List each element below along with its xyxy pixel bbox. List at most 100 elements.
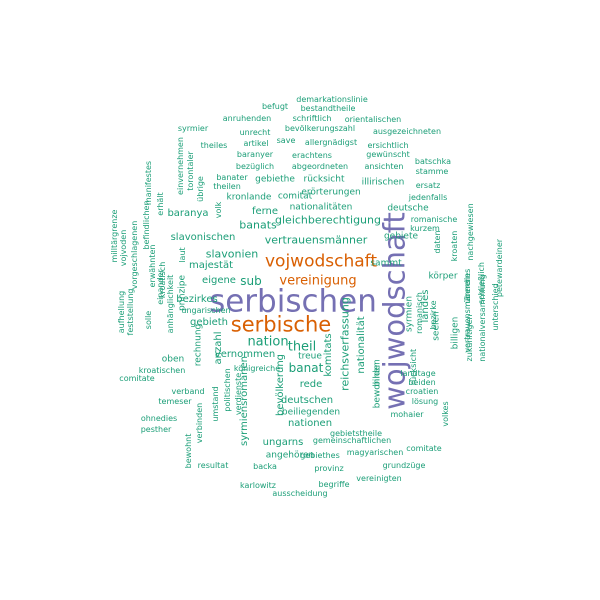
cloud-word: eigene (202, 275, 236, 286)
cloud-word: ausgezeichneten (372, 127, 442, 136)
cloud-word: ansichten (364, 162, 404, 171)
cloud-word: unterschied (491, 283, 500, 331)
cloud-word: syrmien (404, 295, 415, 333)
cloud-word: romanisch (415, 292, 424, 334)
cloud-word: solle (144, 310, 153, 330)
cloud-word: vojwodschaft (264, 251, 378, 272)
cloud-word: sub (240, 274, 262, 288)
cloud-word: theilen (213, 182, 241, 191)
cloud-word: befindlichen (142, 200, 151, 250)
cloud-word: bewohner (372, 363, 383, 409)
cloud-word: bezirkes (176, 294, 218, 305)
cloud-word: ungarischen (181, 306, 231, 315)
cloud-word: übrige (196, 176, 205, 202)
cloud-word: gewünscht (366, 150, 410, 159)
cloud-word: manifestes (144, 160, 153, 206)
cloud-word: landtage (400, 369, 436, 378)
cloud-word: slavonischen (170, 232, 236, 243)
cloud-word: königreiche (233, 364, 281, 373)
cloud-word: umstand (211, 386, 220, 422)
cloud-word: ersichtlich (367, 141, 409, 150)
cloud-word: gebiethes (300, 451, 340, 460)
cloud-word: beiden (408, 378, 436, 387)
cloud-word: rede (299, 379, 323, 390)
cloud-word: einvernehmen (176, 137, 185, 195)
cloud-word: ungarns (262, 437, 304, 448)
cloud-word: rücksicht (303, 174, 345, 185)
cloud-word: gleichberechtigung (275, 213, 381, 227)
cloud-word: magyarischen (346, 448, 404, 457)
cloud-word: erhält (156, 192, 165, 216)
cloud-word: verbinden (195, 402, 204, 444)
cloud-word: seelen (431, 311, 442, 341)
cloud-word: nation (247, 334, 289, 350)
cloud-word: nachgewiesen (466, 203, 475, 261)
cloud-word: oben (161, 354, 185, 365)
cloud-word: syrmier (177, 124, 209, 133)
cloud-word: slavonien (205, 247, 259, 261)
cloud-word: batschka (414, 157, 452, 166)
cloud-word: nationen (287, 418, 333, 429)
cloud-word: treue (298, 351, 322, 362)
cloud-word: ausscheidung (272, 489, 328, 498)
cloud-word: theil (287, 339, 317, 355)
cloud-word: karlowitz (240, 481, 276, 490)
cloud-word: gemeinschaftlichen (312, 436, 392, 445)
cloud-word: zukünftigen (465, 314, 474, 362)
cloud-word: deutschen (280, 395, 334, 406)
cloud-word: politischen (223, 368, 232, 412)
cloud-word: vernommen (214, 349, 276, 360)
cloud-word: gebietstheile (329, 429, 383, 438)
cloud-word: kurzem (410, 224, 440, 233)
cloud-word: rechnung (193, 323, 204, 367)
cloud-word: anzahl (213, 331, 224, 365)
cloud-word: kroaten (450, 230, 459, 262)
cloud-word: abgeordneten (291, 162, 349, 171)
cloud-word: nationalversammlung (478, 274, 487, 362)
cloud-word: ferne (251, 206, 279, 217)
cloud-word: save (276, 136, 296, 145)
cloud-word: majestät (189, 260, 233, 271)
cloud-word: nationalitäten (289, 202, 353, 213)
cloud-word: comitat (277, 191, 313, 202)
cloud-word: ohnedies (140, 414, 178, 423)
cloud-word: laut (178, 247, 187, 263)
cloud-word: orientalischen (344, 115, 402, 124)
cloud-word: resultat (197, 461, 229, 470)
cloud-word: vorgeschlagenen (130, 220, 139, 290)
cloud-word: kroatischen (138, 366, 186, 375)
cloud-word: vereinigung (279, 273, 357, 289)
cloud-word: daten (433, 230, 442, 254)
cloud-word: illirischen (361, 177, 405, 188)
cloud-word: banats (239, 218, 277, 232)
cloud-word: bevölkerungszahl (284, 124, 356, 133)
cloud-word: vojvoden (119, 229, 128, 267)
cloud-word: ersatz (415, 181, 441, 190)
cloud-word: erörterungen (301, 187, 361, 198)
cloud-word: anruhenden (222, 114, 272, 123)
cloud-word: feststellung (126, 288, 135, 336)
cloud-word: kronlande (226, 192, 272, 203)
cloud-word: komitats (323, 333, 334, 377)
cloud-word: stamme (415, 167, 449, 176)
cloud-word: temeser (158, 397, 192, 406)
cloud-word: gebieth (189, 317, 229, 328)
cloud-word: verdienste (234, 372, 243, 416)
cloud-word: mohaier (390, 410, 424, 419)
cloud-word: artikel (243, 139, 269, 148)
cloud-word: nationalität (356, 316, 367, 374)
cloud-word: deutsche (387, 203, 429, 214)
cloud-word: vereinigten (356, 474, 402, 483)
cloud-word: grundzüge (382, 461, 426, 470)
cloud-word: romanische (410, 215, 458, 224)
cloud-word: vertrauensmänner (264, 233, 368, 247)
cloud-word: gebiete (383, 231, 419, 242)
cloud-word: torontaler (186, 151, 195, 191)
cloud-word: serbische (230, 312, 332, 337)
cloud-word: sammt (370, 258, 402, 269)
cloud-word: demarkationslinie (296, 95, 368, 104)
cloud-word: baranya (167, 208, 209, 219)
cloud-word: aufhellung (117, 290, 126, 334)
cloud-word: lösung (411, 397, 439, 406)
